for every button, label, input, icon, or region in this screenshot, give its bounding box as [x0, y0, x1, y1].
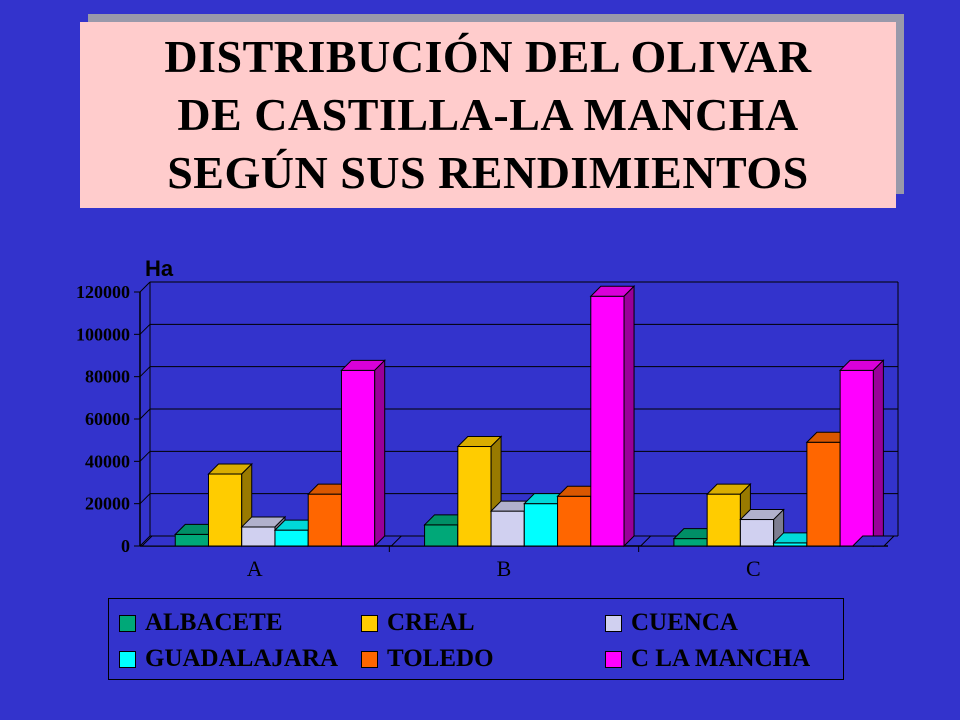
bar-side	[872, 359, 884, 548]
bar-creal	[706, 493, 741, 547]
legend-swatch	[605, 614, 622, 632]
gridline-side	[139, 493, 151, 505]
x-tick-label: A	[247, 556, 263, 581]
legend-item: ALBACETE	[119, 609, 283, 637]
legend-swatch	[361, 650, 378, 668]
legend-label: C LA MANCHA	[631, 645, 811, 672]
y-tick-label: 40000	[85, 451, 130, 471]
y-axis-label: Ha	[145, 256, 174, 281]
bar-guadalajara	[274, 529, 309, 547]
legend-swatch	[361, 614, 378, 632]
gridline-side	[139, 366, 151, 378]
legend-item: CUENCA	[605, 609, 738, 637]
bar-creal	[207, 473, 243, 547]
bar-toledo	[307, 493, 342, 547]
bar-cuenca	[490, 510, 525, 547]
y-tick-label: 20000	[85, 494, 130, 514]
bar-albacete	[424, 524, 459, 547]
bar-toledo	[557, 495, 592, 547]
gridline-side	[139, 450, 151, 462]
title-line-2: DE CASTILLA-LA MANCHA	[177, 89, 799, 140]
legend-label: CREAL	[387, 609, 475, 636]
legend-item: GUADALAJARA	[119, 645, 338, 673]
title-box: DISTRIBUCIÓN DEL OLIVAR DE CASTILLA-LA M…	[80, 22, 896, 208]
bar-toledo	[806, 441, 841, 547]
gridline-side	[139, 323, 151, 335]
legend-label: TOLEDO	[387, 645, 494, 672]
chart-legend: ALBACETE CREAL CUENCA GUADALAJARA TOLEDO C LA…	[108, 598, 844, 680]
bar-side	[623, 285, 635, 548]
bar-guadalajara	[523, 503, 559, 547]
floor-slab	[851, 535, 896, 547]
y-tick-label: 0	[121, 536, 130, 556]
gridline-side	[139, 408, 151, 420]
y-tick-label: 100000	[76, 324, 130, 344]
bar-cuenca	[241, 526, 276, 547]
legend-item: CREAL	[361, 609, 475, 637]
x-tick-label: C	[746, 556, 761, 581]
x-tick-label: B	[497, 556, 512, 581]
legend-swatch	[119, 614, 136, 632]
bar-c-la-mancha	[839, 369, 874, 547]
bar-cuenca	[739, 519, 775, 547]
y-tick-label: 120000	[76, 282, 130, 302]
legend-swatch	[605, 650, 622, 668]
y-tick-label: 60000	[85, 409, 130, 429]
bar-chart: 0 20000 40000 60000 80000 100000 120000 Ha A B C	[76, 256, 899, 581]
legend-label: GUADALAJARA	[145, 645, 339, 672]
y-tick-label: 80000	[85, 367, 130, 387]
title-line-1: DISTRIBUCIÓN DEL OLIVAR	[164, 31, 812, 82]
bar-c-la-mancha	[590, 295, 625, 547]
bar-albacete	[174, 533, 209, 547]
legend-item: C LA MANCHA	[605, 645, 810, 673]
legend-label: CUENCA	[631, 609, 738, 636]
bar-side	[374, 359, 386, 548]
legend-item: TOLEDO	[361, 645, 494, 673]
gridline-side	[139, 281, 151, 293]
gridline-side	[139, 535, 151, 547]
bar-albacete	[673, 538, 708, 547]
legend-label: ALBACETE	[145, 609, 283, 636]
title-line-3: SEGÚN SUS RENDIMIENTOS	[167, 147, 809, 198]
bar-c-la-mancha	[340, 369, 376, 547]
bar-creal	[457, 446, 492, 547]
legend-swatch	[119, 650, 136, 668]
